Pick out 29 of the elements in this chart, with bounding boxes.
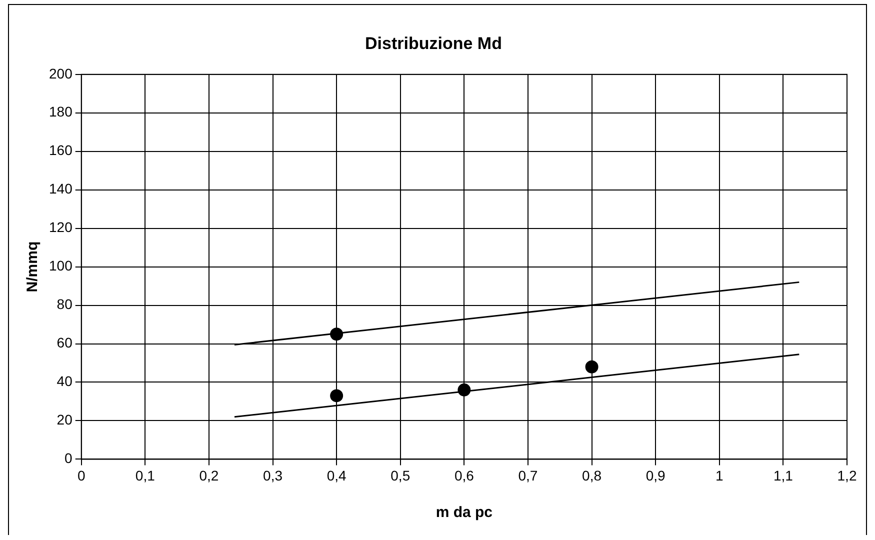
x-tick-label: 1,2 [837,467,857,484]
x-axis-title: m da pc [436,504,493,522]
x-tick-label: 0,8 [582,467,602,484]
x-tick-label: 0,2 [199,467,219,484]
y-tick-label: 160 [49,142,73,158]
y-tick-label: 180 [49,104,73,120]
y-axis-title: N/mmq [24,241,42,292]
x-tick-label: 0,5 [390,467,410,484]
point [330,389,344,402]
x-tick-label: 1 [715,467,724,484]
x-tick-label: 0,9 [646,467,666,484]
x-tick-label: 0,1 [135,467,156,484]
x-tick-label: 0 [77,467,86,484]
x-tick-label: 1,1 [773,467,794,484]
x-tick-label: 0,6 [454,467,474,484]
point [585,360,598,374]
x-tick-label: 0,4 [326,467,347,484]
y-tick-label: 120 [49,219,73,236]
y-tick-label: 60 [56,334,73,351]
y-tick-label: 40 [56,373,73,390]
y-tick-label: 140 [49,180,73,197]
x-tick-label: 0,7 [518,467,538,484]
x-tick-label: 0,3 [263,467,283,484]
y-tick-label: 0 [64,450,73,466]
y-tick-label: 100 [49,258,73,274]
y-tick-label: 20 [56,412,73,428]
y-tick-label: 200 [49,65,73,82]
y-tick-label: 80 [56,296,73,312]
chart-title: Distribuzione Md [365,34,502,53]
